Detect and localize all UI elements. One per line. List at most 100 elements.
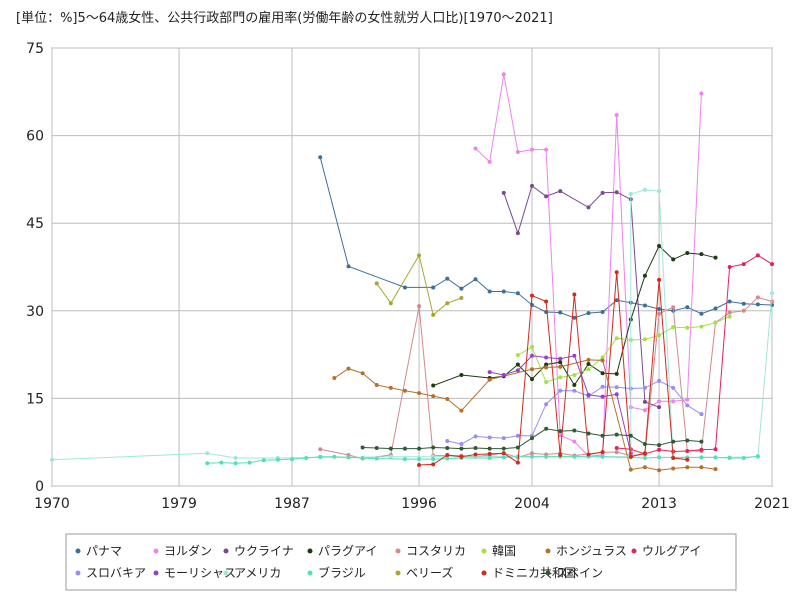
data-point bbox=[388, 446, 393, 451]
legend-marker bbox=[545, 548, 551, 554]
data-point bbox=[473, 146, 478, 151]
data-point bbox=[431, 457, 436, 462]
data-point bbox=[685, 403, 690, 408]
series-line bbox=[616, 254, 773, 455]
series-7 bbox=[614, 253, 774, 456]
data-point bbox=[544, 299, 549, 304]
data-point bbox=[642, 408, 647, 413]
data-point bbox=[473, 434, 478, 439]
data-point bbox=[558, 189, 563, 194]
data-point bbox=[755, 295, 760, 300]
data-point bbox=[727, 314, 732, 319]
data-point bbox=[346, 264, 351, 269]
data-point bbox=[572, 353, 577, 358]
data-point bbox=[515, 368, 520, 373]
data-point bbox=[459, 446, 464, 451]
data-point bbox=[685, 465, 690, 470]
data-point bbox=[487, 446, 492, 451]
x-tick-label: 1996 bbox=[401, 496, 437, 512]
data-point bbox=[558, 388, 563, 393]
legend-item: ウルグアイ bbox=[631, 544, 701, 558]
data-point bbox=[558, 360, 563, 365]
series-12 bbox=[374, 253, 464, 317]
chart-title: [単位：%]5～64歳女性、公共行政部門の雇用率(労働年齢の女性就労人口比)[1… bbox=[16, 10, 553, 26]
data-point bbox=[515, 231, 520, 236]
x-tick-label: 2013 bbox=[641, 496, 677, 512]
data-point bbox=[487, 455, 492, 460]
data-point bbox=[657, 333, 662, 338]
data-point bbox=[642, 441, 647, 446]
data-point bbox=[572, 382, 577, 387]
data-point bbox=[741, 308, 746, 313]
data-point bbox=[530, 183, 534, 188]
y-tick-label: 75 bbox=[26, 41, 44, 57]
legend-marker bbox=[481, 570, 487, 576]
legend-marker bbox=[395, 570, 401, 576]
legend-label: ホンジュラス bbox=[556, 544, 627, 558]
data-point bbox=[699, 311, 704, 316]
data-point bbox=[487, 159, 492, 164]
data-point bbox=[275, 457, 280, 462]
series-line bbox=[319, 157, 773, 319]
data-point bbox=[487, 377, 492, 382]
series-6 bbox=[332, 357, 718, 473]
legend-marker bbox=[153, 570, 159, 576]
data-point bbox=[431, 312, 436, 317]
data-point bbox=[770, 299, 774, 304]
data-point bbox=[515, 353, 520, 358]
data-point bbox=[445, 453, 450, 458]
data-point bbox=[741, 262, 746, 267]
data-point bbox=[402, 446, 407, 451]
legend-marker bbox=[631, 548, 637, 554]
data-point bbox=[642, 465, 647, 470]
data-point bbox=[544, 402, 549, 407]
legend-item: ベリーズ bbox=[395, 565, 453, 580]
data-point bbox=[713, 320, 718, 325]
data-point bbox=[600, 371, 605, 376]
data-point bbox=[544, 147, 549, 152]
data-point bbox=[360, 455, 365, 460]
legend-item: スペイン bbox=[545, 566, 603, 580]
data-point bbox=[628, 467, 633, 472]
data-point bbox=[713, 447, 718, 452]
data-point bbox=[219, 460, 224, 465]
legend-item: コスタリカ bbox=[395, 544, 466, 558]
data-point bbox=[572, 428, 577, 433]
data-point bbox=[50, 457, 54, 462]
data-point bbox=[501, 289, 506, 294]
legend-marker bbox=[307, 548, 313, 554]
data-point bbox=[657, 443, 662, 448]
data-point bbox=[600, 454, 605, 459]
data-point bbox=[332, 375, 337, 380]
legend-marker bbox=[307, 570, 313, 576]
data-point bbox=[671, 399, 676, 404]
legend-marker bbox=[481, 548, 487, 554]
data-point bbox=[459, 454, 464, 459]
data-point bbox=[487, 370, 492, 375]
data-point bbox=[417, 446, 422, 451]
legend-box bbox=[65, 533, 737, 591]
data-point bbox=[755, 253, 760, 258]
legend-marker bbox=[75, 548, 81, 554]
data-point bbox=[445, 446, 450, 451]
data-point bbox=[657, 243, 662, 248]
data-point bbox=[614, 336, 619, 341]
data-point bbox=[530, 147, 534, 152]
data-point bbox=[586, 431, 591, 436]
legend-label: パナマ bbox=[86, 544, 122, 558]
data-point bbox=[473, 277, 478, 282]
data-point bbox=[600, 190, 605, 195]
data-point bbox=[600, 394, 605, 399]
grid bbox=[51, 47, 773, 487]
data-point bbox=[699, 252, 704, 257]
data-point bbox=[755, 302, 760, 307]
data-point bbox=[713, 467, 718, 472]
data-point bbox=[586, 205, 591, 210]
data-point bbox=[445, 301, 450, 306]
data-point bbox=[544, 355, 549, 360]
data-point bbox=[261, 458, 266, 463]
data-point bbox=[530, 436, 534, 441]
data-point bbox=[642, 399, 647, 404]
data-point bbox=[544, 380, 549, 385]
data-point bbox=[473, 452, 478, 457]
